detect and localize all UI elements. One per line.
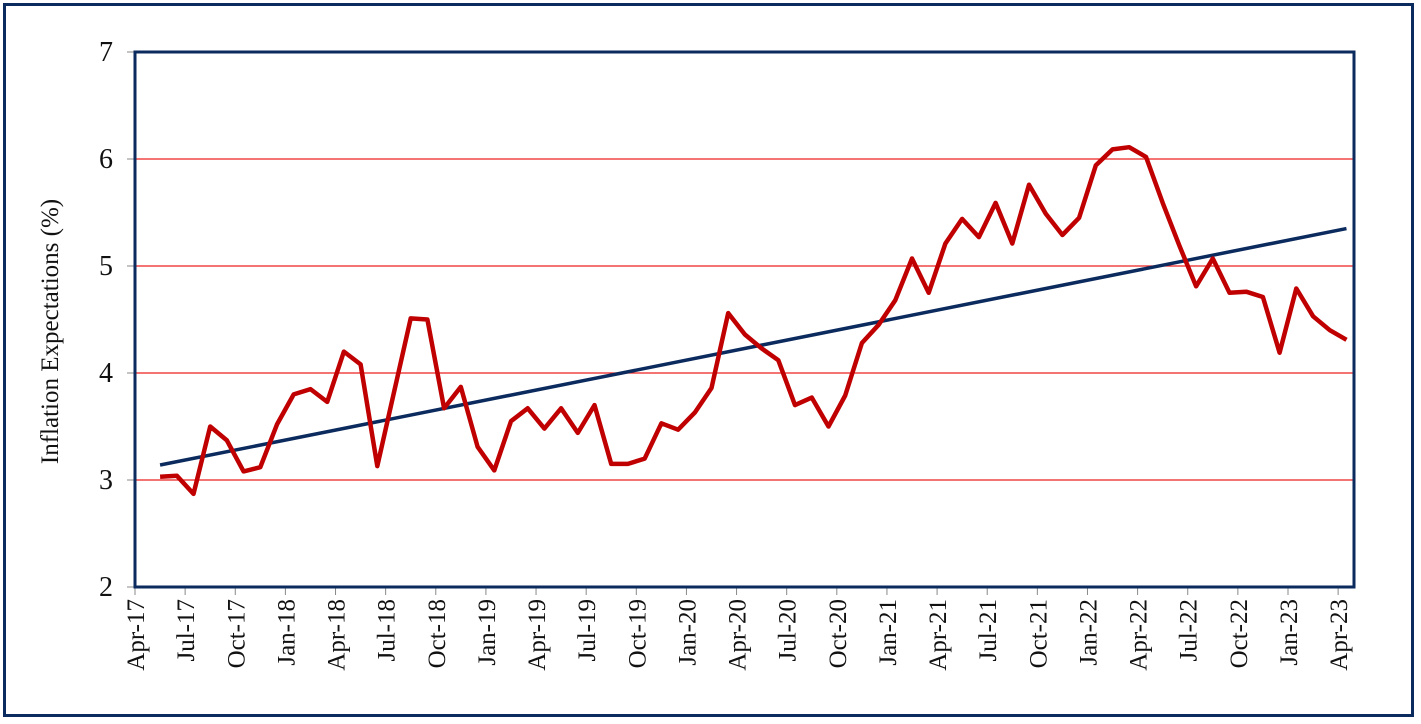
x-tick-label: Jan-22 — [1075, 599, 1102, 666]
trendline — [159, 226, 1347, 467]
x-tick-label: Jan-21 — [875, 599, 902, 666]
x-tick-label: Jul-19 — [574, 599, 601, 662]
x-tick-label: Apr-19 — [524, 599, 551, 671]
x-tick-label: Oct-17 — [223, 599, 250, 668]
y-tick-label: 7 — [99, 37, 113, 68]
x-tick-label: Jan-19 — [474, 599, 501, 666]
x-tick-label: Jul-18 — [374, 599, 401, 662]
x-tick-label: Apr-23 — [1326, 599, 1353, 671]
x-tick-label: Apr-20 — [725, 599, 752, 671]
x-axis: Apr-17 Jul-17 Oct-17 Jan-18 Apr-18 Jul-18 Oct-… — [123, 587, 1353, 671]
y-axis-title: Inflation Expectations (%) — [37, 199, 64, 464]
chart-frame — [3, 3, 1414, 717]
x-tick-label: Apr-21 — [925, 599, 952, 671]
x-tick-label: Oct-22 — [1226, 599, 1253, 668]
x-tick-label: Jul-21 — [975, 599, 1002, 662]
x-tick-label: Jan-18 — [273, 599, 300, 666]
x-tick-label: Jul-22 — [1176, 599, 1203, 662]
plot-area — [133, 50, 1356, 589]
y-tick-label: 4 — [99, 358, 113, 389]
x-tick-label: Oct-18 — [424, 599, 451, 668]
y-tick-label: 3 — [99, 465, 113, 496]
x-tick-label: Jan-23 — [1276, 599, 1303, 666]
y-tick-label: 2 — [99, 572, 113, 603]
x-tick-label: Oct-20 — [825, 599, 852, 668]
x-tick-label: Jul-20 — [775, 599, 802, 662]
x-tick-label: Oct-19 — [624, 599, 651, 668]
x-tick-label: Oct-21 — [1025, 599, 1052, 668]
y-axis: 2 3 4 5 6 7 — [99, 37, 135, 603]
x-tick-label: Apr-17 — [123, 599, 150, 671]
x-tick-label: Apr-18 — [324, 599, 351, 671]
x-tick-label: Jul-17 — [173, 599, 200, 662]
y-tick-label: 6 — [99, 144, 113, 175]
x-tick-label: Apr-22 — [1126, 599, 1153, 671]
inflation-expectations-line — [159, 144, 1348, 497]
x-tick-label: Jan-20 — [674, 599, 701, 666]
y-tick-label: 5 — [99, 251, 113, 282]
